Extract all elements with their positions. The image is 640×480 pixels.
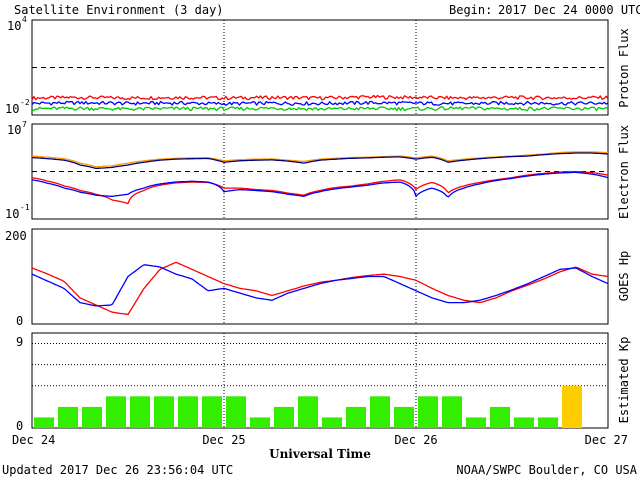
kp-bar-22	[562, 385, 582, 428]
x-tick-label-3: Dec 27	[585, 433, 628, 447]
kp-bar-16	[418, 396, 438, 428]
electron-ytick-bottom-exp: -1	[20, 203, 30, 212]
kp-bar-8	[226, 396, 246, 428]
goes-hp-ylabel: GOES Hp	[617, 251, 631, 302]
kp-bar-14	[370, 396, 390, 428]
kp-bar-11	[298, 396, 318, 428]
proton-ytick-top-base: 10	[7, 19, 21, 33]
kp-bar-13	[346, 406, 366, 428]
credit-text: NOAA/SWPC Boulder, CO USA	[456, 463, 637, 477]
kp-ylabel: Estimated Kp	[617, 337, 631, 424]
series-0-2	[31, 106, 609, 112]
kp-ytick-bottom: 0	[16, 419, 23, 433]
x-axis-labels: Dec 24 Dec 25 Dec 26 Dec 27	[12, 433, 628, 447]
grid-lines	[32, 20, 608, 428]
chart-title: Satellite Environment (3 day)	[14, 3, 224, 17]
kp-bar-12	[322, 417, 342, 428]
kp-bar-5	[154, 396, 174, 428]
x-tick-label-2: Dec 26	[394, 433, 437, 447]
kp-bar-20	[514, 417, 534, 428]
x-axis-title: Universal Time	[269, 447, 371, 461]
electron-ytick-bottom-base: 10	[5, 207, 19, 221]
goes-hp-panel	[31, 228, 609, 325]
series-0-1	[31, 100, 609, 107]
begin-value: 2017 Dec 24 0000 UTC	[498, 3, 640, 17]
electron-ytick-top-exp: 7	[22, 120, 27, 129]
series-1-1	[31, 152, 609, 170]
proton-ytick-bottom-exp: -2	[20, 98, 30, 107]
proton-ytick-top-exp: 4	[22, 15, 27, 24]
series-1-3	[31, 171, 609, 198]
kp-bar-21	[538, 417, 558, 428]
updated-timestamp: Updated 2017 Dec 26 23:56:04 UTC	[2, 463, 233, 477]
proton-ytick-bottom-base: 10	[5, 102, 19, 116]
kp-panel	[31, 332, 609, 429]
kp-bar-7	[202, 396, 222, 428]
series-1-0	[31, 151, 609, 168]
kp-bar-9	[250, 417, 270, 428]
kp-bar-3	[106, 396, 126, 428]
kp-bar-19	[490, 406, 510, 428]
series-1-2	[31, 170, 609, 205]
kp-ytick-top: 9	[16, 335, 23, 349]
electron-flux-ylabel: Electron Flux	[617, 125, 631, 219]
begin-label: Begin:	[449, 3, 492, 17]
x-tick-label-1: Dec 25	[202, 433, 245, 447]
kp-bar-1	[58, 406, 78, 428]
hp-ytick-top: 200	[5, 229, 27, 243]
kp-bar-10	[274, 406, 294, 428]
series-0-0	[31, 94, 609, 101]
proton-flux-ylabel: Proton Flux	[617, 28, 631, 107]
kp-bar-15	[394, 406, 414, 428]
kp-bar-2	[82, 406, 102, 428]
kp-bars	[34, 385, 582, 428]
electron-ytick-top-base: 10	[7, 123, 21, 137]
series-2-1	[31, 264, 609, 307]
data-series	[31, 94, 609, 316]
hp-ytick-bottom: 0	[16, 314, 23, 328]
series-2-0	[31, 261, 609, 316]
kp-bar-18	[466, 417, 486, 428]
kp-bar-17	[442, 396, 462, 428]
kp-bar-4	[130, 396, 150, 428]
kp-bar-6	[178, 396, 198, 428]
kp-bar-0	[34, 417, 54, 428]
x-tick-label-0: Dec 24	[12, 433, 55, 447]
